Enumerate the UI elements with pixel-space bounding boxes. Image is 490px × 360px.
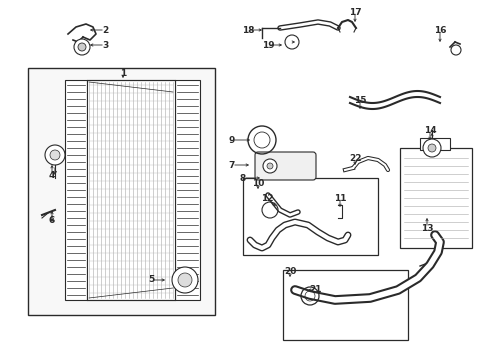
Text: 1: 1 — [120, 68, 126, 77]
Text: 5: 5 — [148, 275, 154, 284]
Text: 18: 18 — [242, 26, 254, 35]
Bar — [420, 138, 450, 150]
Text: 9: 9 — [229, 135, 235, 144]
FancyBboxPatch shape — [255, 152, 316, 180]
Circle shape — [74, 39, 90, 55]
Bar — [65, 80, 87, 300]
Text: 8: 8 — [240, 174, 246, 183]
Circle shape — [78, 43, 86, 51]
Text: 7: 7 — [229, 161, 235, 170]
Text: 19: 19 — [262, 41, 274, 50]
Text: 4: 4 — [49, 171, 55, 180]
Text: 21: 21 — [310, 285, 322, 294]
Bar — [283, 270, 408, 340]
Bar — [175, 80, 200, 300]
Text: 11: 11 — [334, 194, 346, 202]
Bar — [400, 148, 472, 248]
Circle shape — [428, 144, 436, 152]
Text: 2: 2 — [102, 26, 108, 35]
Text: 13: 13 — [421, 224, 433, 233]
Bar — [243, 178, 378, 255]
Text: 14: 14 — [424, 126, 436, 135]
Text: 10: 10 — [252, 179, 264, 188]
Text: 6: 6 — [49, 216, 55, 225]
Text: 3: 3 — [102, 41, 108, 50]
Circle shape — [423, 139, 441, 157]
Circle shape — [178, 273, 192, 287]
Text: 15: 15 — [354, 95, 366, 104]
Circle shape — [45, 145, 65, 165]
Circle shape — [267, 163, 273, 169]
Circle shape — [172, 267, 198, 293]
Text: 17: 17 — [349, 8, 361, 17]
Text: 12: 12 — [261, 194, 273, 202]
Bar — [87, 80, 175, 300]
Bar — [28, 68, 215, 315]
Text: 20: 20 — [284, 267, 296, 276]
Text: 16: 16 — [434, 26, 446, 35]
Circle shape — [50, 150, 60, 160]
Circle shape — [263, 159, 277, 173]
Text: 22: 22 — [349, 153, 361, 162]
